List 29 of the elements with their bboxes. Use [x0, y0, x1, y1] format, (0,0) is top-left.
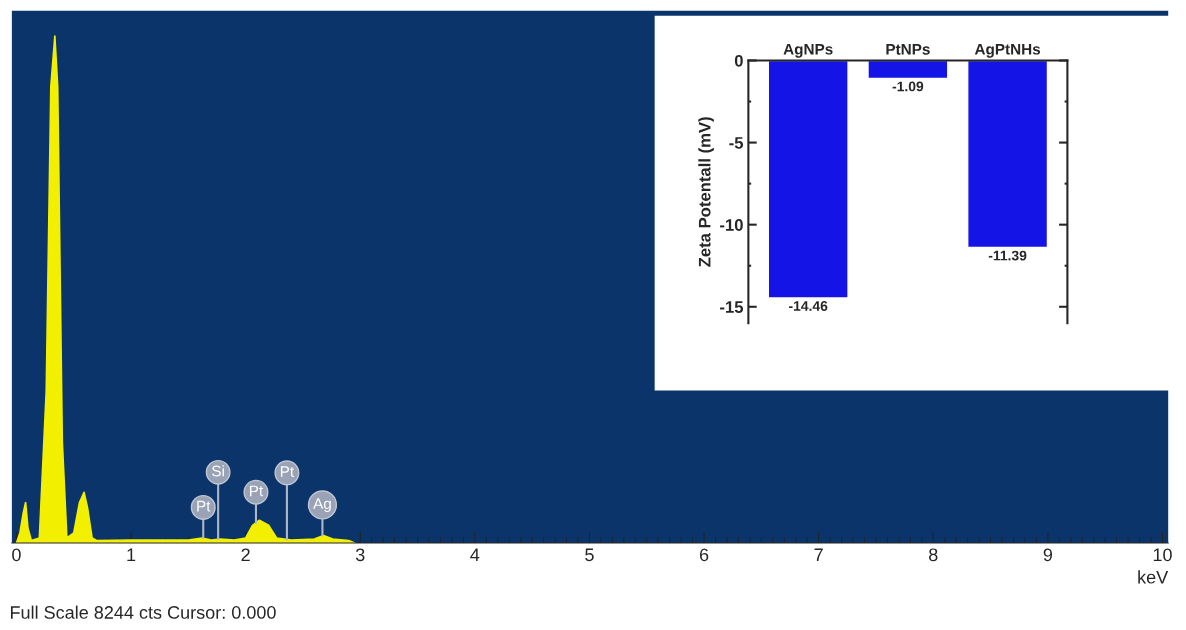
x-tick-label: AgPtNHs — [974, 43, 1041, 58]
x-tick-label: 8 — [929, 548, 938, 562]
x-tick-label: 4 — [470, 548, 480, 562]
annotation: Pt — [280, 466, 295, 477]
annotation: Pt — [197, 500, 211, 512]
x-tick-label: 6 — [699, 548, 709, 562]
x-tick-label: 5 — [585, 548, 594, 562]
annotation: Si — [212, 465, 224, 477]
y-tick-label: -5 — [729, 137, 744, 149]
x-tick-label: 10 — [1153, 548, 1172, 562]
x-tick-label: 3 — [355, 548, 365, 562]
text: Full Scale 8244 cts Cursor: 0.000 — [10, 605, 276, 619]
annotation: Ag — [313, 498, 331, 513]
y-tick-label: -10 — [720, 219, 743, 231]
x-tick-label: 2 — [241, 548, 250, 562]
x-tick-label: PtNPs — [886, 44, 930, 55]
data-label: -11.39 — [988, 250, 1027, 261]
data-label: -1.09 — [892, 81, 924, 92]
data-label: -14.46 — [789, 301, 828, 311]
x-tick-label: 1 — [127, 548, 136, 562]
y-tick-label: -15 — [720, 301, 744, 313]
x-tick-label: 0 — [12, 548, 21, 562]
annotation: Pt — [250, 485, 264, 497]
x-tick-label: 7 — [814, 548, 823, 562]
y-tick-label: 0 — [734, 54, 743, 67]
x-tick-label: 9 — [1043, 548, 1053, 562]
y-axis-title: Zeta Potentall (mV) — [698, 117, 714, 267]
x-axis-title: keV — [1138, 570, 1169, 584]
x-tick-label: AgNPs — [783, 43, 833, 58]
